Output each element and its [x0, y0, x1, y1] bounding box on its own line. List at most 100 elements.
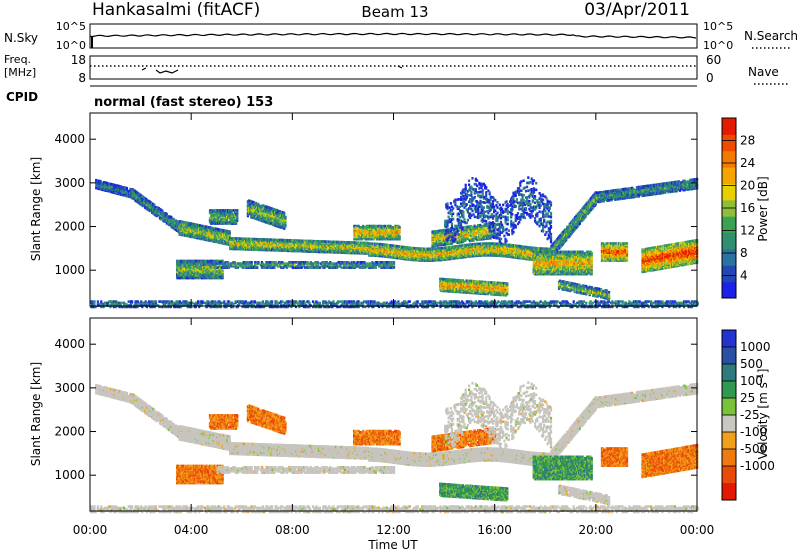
- power-cell: [298, 239, 301, 242]
- power-cell: [472, 245, 476, 249]
- power-cell: [408, 249, 411, 252]
- power-cell: [135, 199, 138, 203]
- power-cell: [295, 243, 298, 246]
- power-cell: [145, 198, 148, 201]
- power-cell: [334, 240, 338, 244]
- power-cell: [220, 235, 223, 238]
- power-cell: [371, 242, 374, 245]
- power-cell: [500, 246, 503, 250]
- power-cell: [349, 251, 352, 255]
- power-cell: [686, 180, 690, 183]
- power-cell: [121, 193, 124, 197]
- power-cell: [464, 255, 468, 259]
- power-cell: [144, 205, 147, 208]
- power-cell: [217, 228, 220, 231]
- power-cell: [355, 251, 358, 255]
- power-cell: [224, 239, 227, 243]
- power-cell: [241, 237, 244, 240]
- power-cell: [322, 242, 325, 246]
- power-cell: [431, 247, 435, 250]
- power-cell: [422, 247, 425, 251]
- power-cell: [452, 246, 455, 250]
- power-cell: [199, 224, 202, 227]
- power-cell: [389, 244, 392, 247]
- power-cell: [178, 229, 181, 232]
- power-cell: [311, 239, 314, 243]
- power-cell: [184, 234, 187, 237]
- power-cell: [571, 222, 575, 226]
- power-cell: [147, 199, 150, 203]
- power-cell: [126, 189, 130, 193]
- power-cell: [410, 246, 413, 250]
- power-cell: [583, 216, 586, 220]
- power-cell: [515, 252, 518, 255]
- power-cell: [184, 221, 187, 224]
- power-cell: [637, 185, 641, 189]
- power-cell: [245, 237, 248, 241]
- power-cell: [590, 200, 593, 204]
- power-cell: [140, 194, 143, 198]
- power-cell: [452, 245, 455, 248]
- power-cell: [278, 246, 281, 250]
- power-cell: [628, 194, 631, 198]
- power-cell: [214, 227, 218, 231]
- power-cell: [598, 196, 601, 200]
- power-cell: [340, 246, 343, 249]
- power-cell: [575, 222, 578, 226]
- power-cell: [298, 246, 301, 249]
- power-cell: [398, 257, 402, 260]
- power-cell: [455, 245, 458, 248]
- power-cell: [191, 227, 194, 231]
- power-cell: [342, 240, 346, 244]
- power-cell: [149, 201, 152, 204]
- power-cell: [280, 238, 283, 242]
- power-cell: [259, 238, 262, 241]
- power-cell: [177, 230, 180, 233]
- power-cell: [292, 239, 295, 242]
- power-cell: [566, 225, 569, 229]
- power-cell: [185, 229, 188, 232]
- power-cell: [259, 243, 262, 246]
- power-cell: [179, 225, 182, 229]
- power-cell: [116, 184, 119, 188]
- power-cell: [592, 204, 595, 208]
- power-cell: [200, 232, 203, 235]
- power-cell: [564, 240, 567, 243]
- power-cell: [519, 251, 522, 255]
- power-cell: [147, 204, 150, 208]
- power-cell: [472, 242, 476, 246]
- power-cell: [187, 221, 190, 225]
- date-title: 03/Apr/2011: [584, 0, 690, 20]
- power-cell: [109, 186, 113, 190]
- power-cell: [593, 199, 596, 202]
- power-cell: [658, 185, 661, 189]
- power-cell: [659, 190, 662, 194]
- power-cell: [208, 228, 211, 232]
- power-cell: [328, 240, 331, 243]
- power-cell: [651, 190, 654, 193]
- power-cell: [106, 188, 109, 191]
- power-cell: [265, 238, 268, 241]
- power-cell: [586, 204, 589, 208]
- power-cell: [238, 246, 241, 250]
- power-cell: [623, 187, 626, 191]
- power-cell: [192, 222, 195, 226]
- power-cell: [485, 242, 488, 245]
- power-cell: [651, 183, 654, 187]
- power-cell: [241, 238, 244, 242]
- freq-blips: [141, 65, 403, 74]
- power-cell: [138, 198, 141, 201]
- power-cell: [119, 191, 122, 195]
- power-cell: [192, 229, 195, 232]
- power-cell: [352, 250, 355, 253]
- power-cell: [295, 248, 298, 252]
- power-cell: [228, 230, 231, 233]
- power-cell: [116, 191, 119, 194]
- power-cell: [100, 181, 103, 185]
- power-cell: [232, 237, 235, 240]
- power-cell: [649, 184, 652, 187]
- power-cell: [171, 220, 174, 224]
- power-cell: [595, 191, 598, 195]
- power-cell: [331, 241, 334, 245]
